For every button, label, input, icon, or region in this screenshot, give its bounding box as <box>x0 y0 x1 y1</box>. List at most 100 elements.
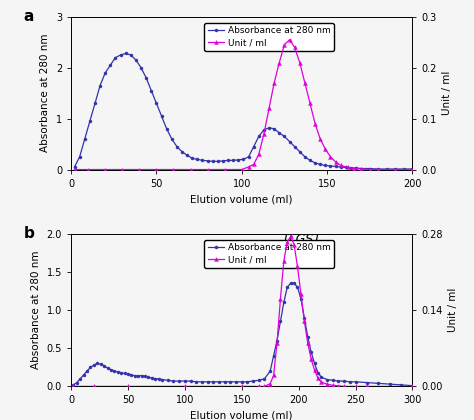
Unit / ml <box>353 384 358 389</box>
Absorbance at 280 nm <box>72 165 77 170</box>
Unit / ml <box>292 45 298 50</box>
Unit / ml <box>119 167 125 172</box>
Text: TLGST: TLGST <box>282 233 321 246</box>
Unit / ml <box>375 167 381 172</box>
Unit / ml <box>171 167 176 172</box>
Unit / ml <box>205 167 210 172</box>
Unit / ml <box>338 163 344 168</box>
Unit / ml <box>251 162 256 167</box>
Unit / ml <box>282 42 287 47</box>
Unit / ml <box>267 381 273 386</box>
Unit / ml <box>392 167 398 172</box>
Unit / ml <box>256 384 262 389</box>
Unit / ml <box>336 383 341 389</box>
Absorbance at 280 nm <box>105 365 110 370</box>
Unit / ml <box>301 318 307 323</box>
Unit / ml <box>330 383 336 388</box>
Absorbance at 280 nm <box>297 149 302 154</box>
Unit / ml <box>266 106 272 111</box>
Y-axis label: Unit / ml: Unit / ml <box>442 71 452 116</box>
Absorbance at 280 nm <box>288 281 293 286</box>
Unit / ml <box>91 384 97 389</box>
Y-axis label: Absorbance at 280 nm: Absorbance at 280 nm <box>40 34 50 152</box>
Line: Unit / ml: Unit / ml <box>72 234 414 388</box>
Unit / ml <box>307 101 313 106</box>
Unit / ml <box>271 81 277 86</box>
Unit / ml <box>298 291 304 296</box>
Unit / ml <box>322 147 328 152</box>
Absorbance at 280 nm <box>71 382 76 387</box>
Unit / ml <box>261 131 267 136</box>
Absorbance at 280 nm <box>410 166 415 171</box>
Unit / ml <box>262 384 267 389</box>
Absorbance at 280 nm <box>375 166 381 171</box>
Absorbance at 280 nm <box>267 369 273 374</box>
Line: Unit / ml: Unit / ml <box>73 38 414 171</box>
Text: b: b <box>23 226 34 241</box>
Absorbance at 280 nm <box>239 379 245 384</box>
Unit / ml <box>312 121 318 126</box>
Unit / ml <box>188 167 193 172</box>
Absorbance at 280 nm <box>410 383 415 388</box>
Unit / ml <box>125 384 131 389</box>
Unit / ml <box>305 340 310 345</box>
Text: TLGST: TLGST <box>267 22 307 35</box>
Legend: Absorbance at 280 nm, Unit / ml: Absorbance at 280 nm, Unit / ml <box>204 23 334 51</box>
Unit / ml <box>239 384 245 389</box>
Unit / ml <box>154 167 159 172</box>
Unit / ml <box>410 167 415 172</box>
X-axis label: Elution volume (ml): Elution volume (ml) <box>191 411 293 420</box>
Unit / ml <box>295 264 301 269</box>
Unit / ml <box>288 234 293 239</box>
Absorbance at 280 nm <box>174 144 180 149</box>
Absorbance at 280 nm <box>278 319 283 324</box>
Unit / ml <box>328 154 333 159</box>
Absorbance at 280 nm <box>153 376 158 381</box>
Unit / ml <box>324 382 330 387</box>
Text: a: a <box>23 9 34 24</box>
Unit / ml <box>319 380 324 385</box>
Unit / ml <box>85 167 91 172</box>
Unit / ml <box>281 258 287 263</box>
Absorbance at 280 nm <box>236 158 241 163</box>
Unit / ml <box>352 166 357 171</box>
Unit / ml <box>358 166 364 171</box>
Unit / ml <box>137 167 142 172</box>
Unit / ml <box>287 37 292 42</box>
Absorbance at 280 nm <box>164 126 170 131</box>
Y-axis label: Absorbance at 280 nm: Absorbance at 280 nm <box>31 251 41 369</box>
Absorbance at 280 nm <box>401 166 407 171</box>
Unit / ml <box>256 152 262 157</box>
Unit / ml <box>278 297 283 302</box>
Unit / ml <box>302 81 308 86</box>
Absorbance at 280 nm <box>123 51 128 56</box>
Unit / ml <box>72 167 77 172</box>
Unit / ml <box>333 159 338 164</box>
Unit / ml <box>182 384 188 389</box>
Line: Absorbance at 280 nm: Absorbance at 280 nm <box>72 282 414 387</box>
Unit / ml <box>315 376 321 381</box>
Absorbance at 280 nm <box>128 373 134 378</box>
Absorbance at 280 nm <box>225 158 231 163</box>
Unit / ml <box>367 167 373 172</box>
Unit / ml <box>345 165 350 170</box>
Unit / ml <box>284 239 290 244</box>
Legend: Absorbance at 280 nm, Unit / ml: Absorbance at 280 nm, Unit / ml <box>204 240 334 268</box>
Unit / ml <box>318 136 323 142</box>
Unit / ml <box>364 384 370 389</box>
Unit / ml <box>410 384 415 389</box>
Unit / ml <box>246 165 251 170</box>
Unit / ml <box>102 167 108 172</box>
Unit / ml <box>271 373 276 378</box>
Line: Absorbance at 280 nm: Absorbance at 280 nm <box>73 52 414 171</box>
Y-axis label: Unit / ml: Unit / ml <box>448 288 458 332</box>
Unit / ml <box>239 167 245 172</box>
Unit / ml <box>291 242 297 247</box>
Unit / ml <box>341 384 347 389</box>
Unit / ml <box>308 357 314 362</box>
Unit / ml <box>297 60 302 65</box>
Unit / ml <box>312 368 318 373</box>
Unit / ml <box>71 384 76 389</box>
Unit / ml <box>274 340 280 345</box>
X-axis label: Elution volume (ml): Elution volume (ml) <box>191 194 293 204</box>
